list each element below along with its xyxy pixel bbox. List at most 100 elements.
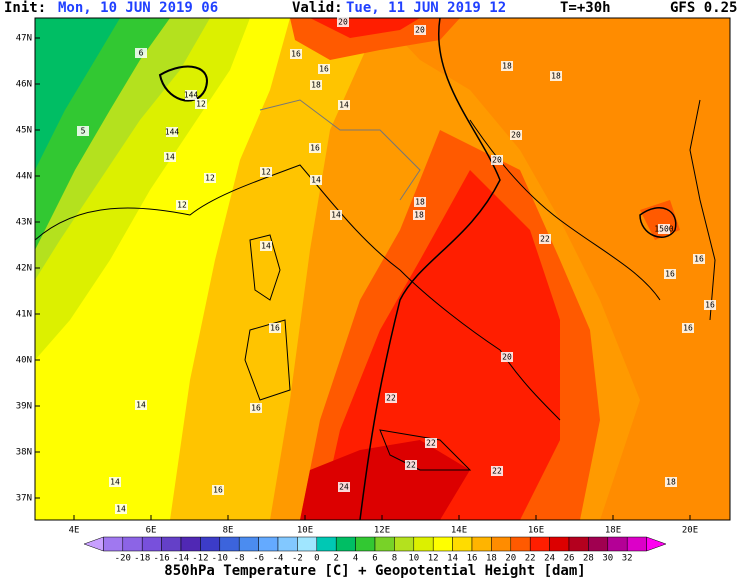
colorbar-tick-label: -18	[134, 554, 150, 564]
colorbar-swatch	[258, 536, 279, 552]
colorbar-tick-label: -16	[153, 554, 169, 564]
label-box	[318, 64, 330, 74]
colorbar-swatch	[180, 536, 201, 552]
contour-label: 16	[665, 270, 675, 279]
colorbar-swatch	[83, 536, 104, 552]
colorbar-swatch	[394, 536, 415, 552]
colorbar-swatch	[529, 536, 550, 552]
contour-label: 24	[339, 483, 349, 492]
colorbar-swatch	[122, 536, 143, 552]
lon-label: 10E	[297, 526, 313, 536]
contour-label: 16	[705, 301, 715, 310]
contour-label: 16	[291, 50, 301, 59]
init-label: Init:	[4, 0, 46, 16]
contour-label: 22	[540, 235, 550, 244]
lat-label: 41N	[16, 310, 32, 320]
label-box	[250, 403, 262, 413]
colorbar-tick-label: 26	[564, 554, 575, 564]
label-box	[164, 152, 176, 162]
colorbar-swatch	[452, 536, 473, 552]
contour-label: 14	[165, 153, 175, 162]
contour-label: 18	[414, 211, 424, 220]
valid-label: Valid:	[292, 0, 343, 16]
colorbar-swatch	[413, 536, 434, 552]
colorbar-tick-label: 18	[486, 554, 497, 564]
label-box	[414, 197, 426, 207]
contour-label: 20	[338, 18, 348, 27]
contour-label: 20	[415, 26, 425, 35]
lat-label: 40N	[16, 356, 32, 366]
colorbar-swatch	[588, 536, 609, 552]
colorbar-tick-label: -14	[173, 554, 189, 564]
contour-label: 18	[551, 72, 561, 81]
label-box	[405, 460, 417, 470]
colorbar-tick-label: 28	[583, 554, 594, 564]
colorbar-tick-label: 22	[525, 554, 536, 564]
label-box	[501, 352, 513, 362]
label-box	[539, 234, 551, 244]
label-box	[310, 175, 322, 185]
colorbar-swatch	[219, 536, 240, 552]
lat-label: 47N	[16, 34, 32, 44]
colorbar-swatch	[103, 536, 124, 552]
contour-label: 12	[205, 174, 215, 183]
contour-label: 144	[184, 91, 199, 100]
colorbar-tick-label: 2	[333, 554, 338, 564]
map-field	[35, 18, 730, 520]
colorbar-swatch	[568, 536, 589, 552]
lon-label: 14E	[451, 526, 467, 536]
lat-label: 43N	[16, 218, 32, 228]
contour-label: 12	[177, 201, 187, 210]
colorbar-tick-label: -6	[253, 554, 264, 564]
contour-label: 14	[311, 176, 321, 185]
lon-label: 20E	[682, 526, 698, 536]
contour-label: 20	[511, 131, 521, 140]
label-box	[337, 17, 349, 27]
lead-time: T=+30h	[560, 0, 611, 16]
lat-label: 37N	[16, 494, 32, 504]
contour-label: 18	[311, 81, 321, 90]
contour-label: 18	[502, 62, 512, 71]
lat-label: 39N	[16, 402, 32, 412]
colorbar-tick-label: -10	[212, 554, 228, 564]
lat-label: 44N	[16, 172, 32, 182]
contour-label: 22	[492, 467, 502, 476]
contour-label: 16	[213, 486, 223, 495]
colorbar-swatch	[626, 536, 647, 552]
label-box	[664, 269, 676, 279]
label-box	[550, 71, 562, 81]
label-box	[77, 126, 89, 136]
contour-label: 16	[683, 324, 693, 333]
colorbar-caption: 850hPa Temperature [C] + Geopotential He…	[164, 563, 585, 579]
valid-value: Tue, 11 JUN 2019 12	[346, 0, 506, 16]
contour-label: 22	[406, 461, 416, 470]
label-box	[425, 438, 437, 448]
lat-label: 42N	[16, 264, 32, 274]
colorbar-tick-label: 6	[372, 554, 377, 564]
colorbar-swatch	[355, 536, 376, 552]
label-box	[338, 482, 350, 492]
label-box	[185, 90, 197, 100]
colorbar-tick-label: 24	[544, 554, 555, 564]
label-box	[109, 477, 121, 487]
contour-label: 22	[386, 394, 396, 403]
label-box	[166, 127, 178, 137]
colorbar-swatch	[161, 536, 182, 552]
colorbar-swatch	[374, 536, 395, 552]
colorbar-tick-label: 20	[505, 554, 516, 564]
contour-label: 16	[251, 404, 261, 413]
colorbar-tick-label: 16	[467, 554, 478, 564]
contour-label: 14	[261, 242, 271, 251]
label-box	[115, 504, 127, 514]
colorbar-tick-label: 0	[314, 554, 319, 564]
contour-label: 12	[261, 168, 271, 177]
colorbar-tick-label: 4	[353, 554, 358, 564]
colorbar-swatch	[238, 536, 259, 552]
label-box	[491, 466, 503, 476]
label-box	[682, 323, 694, 333]
colorbar-tick-label: -2	[292, 554, 303, 564]
label-box	[310, 80, 322, 90]
contour-label: 144	[165, 128, 180, 137]
colorbar-swatch	[432, 536, 453, 552]
label-box	[135, 48, 147, 58]
